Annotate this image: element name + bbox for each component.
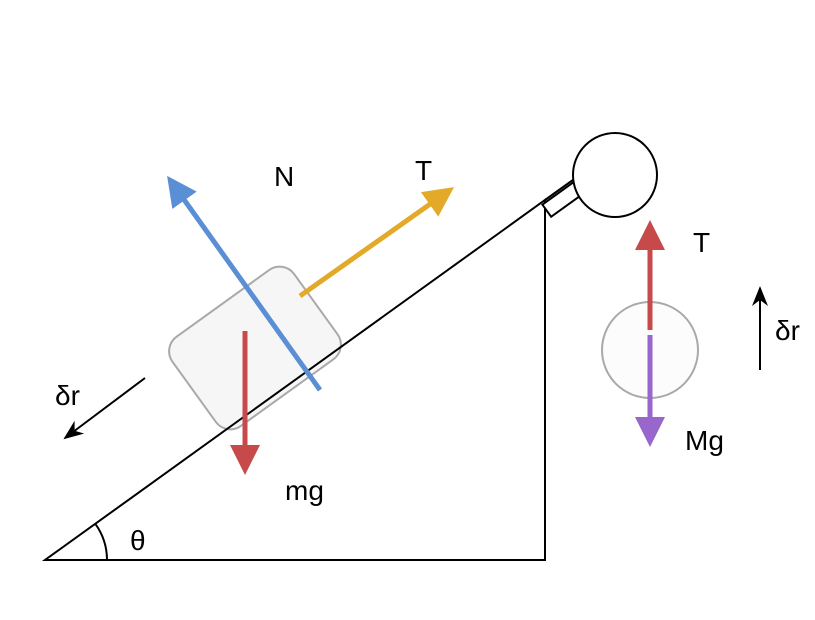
label-delta-r-incline: δr (55, 380, 80, 411)
vector-tension-block (300, 190, 450, 296)
label-normal: N (274, 161, 294, 192)
label-mg: mg (285, 475, 324, 506)
label-tension-block: T (415, 155, 432, 186)
pulley (573, 133, 657, 217)
label-Mg: Mg (685, 425, 724, 456)
angle-label: θ (130, 525, 146, 556)
label-tension-hanging: T (693, 227, 710, 258)
physics-diagram: θ N T mg δr T Mg δr (0, 0, 815, 620)
angle-arc (95, 524, 107, 560)
label-delta-r-hanging: δr (775, 315, 800, 346)
incline-triangle (45, 200, 545, 560)
